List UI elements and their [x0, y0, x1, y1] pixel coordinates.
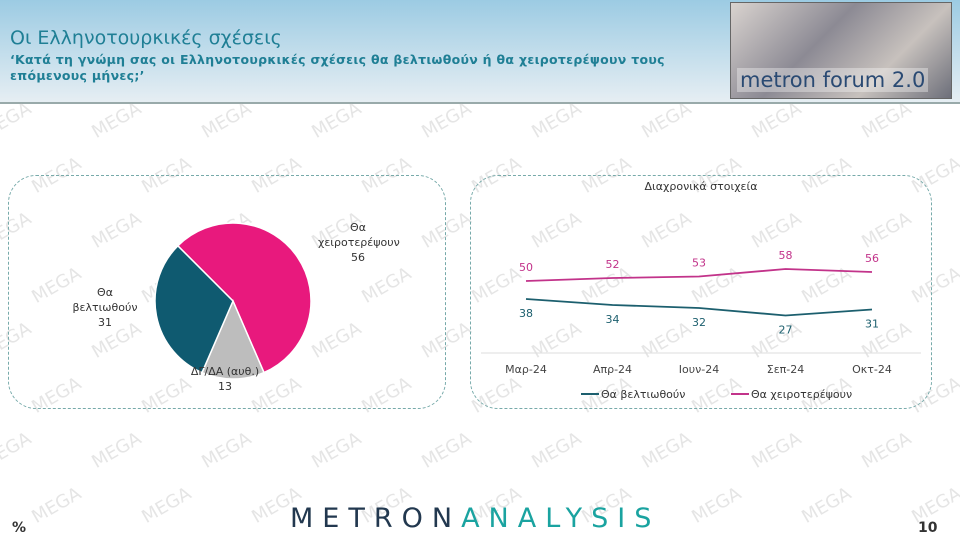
watermark: MEGA — [0, 428, 35, 473]
pie-label-better: Θα βελτιωθούν 31 — [72, 286, 138, 329]
watermark: MEGA — [528, 98, 585, 143]
data-label: 34 — [606, 313, 620, 326]
pie-panel — [8, 175, 446, 409]
watermark: MEGA — [28, 483, 85, 528]
watermark: MEGA — [688, 483, 745, 528]
unit-label: % — [12, 520, 27, 536]
data-label: 56 — [865, 252, 879, 265]
metron-forum-logo: metron forum 2.0 — [730, 2, 952, 99]
watermark: MEGA — [198, 428, 255, 473]
watermark: MEGA — [528, 428, 585, 473]
watermark: MEGA — [138, 483, 195, 528]
pie-label-dk: ΔΓ/ΔΑ (αυθ.) 13 — [190, 365, 260, 393]
watermark: MEGA — [858, 98, 915, 143]
question-text: ‘Κατά τη γνώμη σας οι Ελληνοτουρκικές σχ… — [10, 52, 665, 83]
data-label: 31 — [865, 318, 879, 331]
page-title: Οι Ελληνοτουρκικές σχέσεις — [10, 27, 282, 49]
metron-analysis-logo: METRONANALYSIS — [290, 503, 661, 534]
data-label: 53 — [692, 257, 706, 270]
watermark: MEGA — [88, 98, 145, 143]
watermark: MEGA — [638, 428, 695, 473]
x-tick-label: Σεπ-24 — [767, 363, 805, 376]
watermark: MEGA — [308, 428, 365, 473]
pie-chart — [154, 222, 312, 380]
watermark: MEGA — [308, 98, 365, 143]
watermark: MEGA — [638, 98, 695, 143]
series-line — [525, 268, 873, 282]
watermark: MEGA — [88, 428, 145, 473]
watermark: MEGA — [858, 428, 915, 473]
data-label: 32 — [692, 316, 706, 329]
legend-label: Θα βελτιωθούν — [601, 388, 685, 401]
line-chart: Διαχρονικά στοιχεία Μαρ-24 Απρ-24 Ιουν-24 Σε… — [481, 180, 921, 401]
data-label: 52 — [606, 258, 620, 271]
pie-slice — [154, 244, 234, 374]
data-label: 58 — [779, 249, 793, 262]
page-number: 10 — [918, 520, 938, 536]
watermark: MEGA — [0, 98, 35, 143]
watermark: MEGA — [198, 98, 255, 143]
data-label: 38 — [519, 307, 533, 320]
watermark: MEGA — [748, 98, 805, 143]
watermark: MEGA — [418, 428, 475, 473]
x-tick-label: Οκτ-24 — [852, 363, 892, 376]
line-panel: Διαχρονικά στοιχεία Μαρ-24 Απρ-24 Ιουν-24 Σε… — [470, 175, 932, 409]
data-label: 50 — [519, 261, 533, 274]
legend-label: Θα χειροτερέψουν — [751, 388, 852, 401]
data-label: 27 — [779, 324, 793, 337]
x-tick-label: Μαρ-24 — [505, 363, 547, 376]
header: Οι Ελληνοτουρκικές σχέσεις ‘Κατά τη γνώμ… — [0, 0, 960, 104]
watermark: MEGA — [798, 483, 855, 528]
pie-slice — [201, 299, 265, 380]
pie-label-worse: Θα χειροτερέψουν 56 — [318, 221, 400, 264]
chart-title: Διαχρονικά στοιχεία — [645, 180, 758, 193]
x-tick-label: Ιουν-24 — [679, 363, 719, 376]
x-tick-label: Απρ-24 — [593, 363, 632, 376]
pie-slice — [176, 222, 312, 374]
watermark: MEGA — [418, 98, 475, 143]
series-line — [525, 298, 873, 317]
watermark: MEGA — [748, 428, 805, 473]
